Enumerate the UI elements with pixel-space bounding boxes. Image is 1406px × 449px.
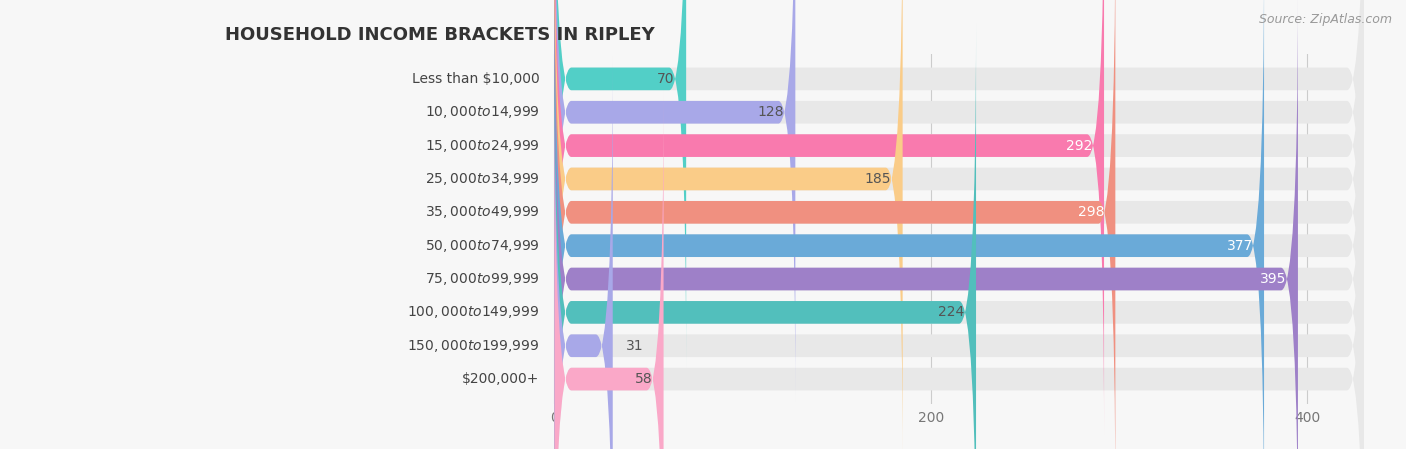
FancyBboxPatch shape bbox=[554, 57, 1364, 449]
Text: $15,000 to $24,999: $15,000 to $24,999 bbox=[425, 137, 540, 154]
FancyBboxPatch shape bbox=[554, 0, 1298, 449]
Text: 58: 58 bbox=[634, 372, 652, 386]
Text: 395: 395 bbox=[1260, 272, 1286, 286]
FancyBboxPatch shape bbox=[554, 23, 976, 449]
FancyBboxPatch shape bbox=[554, 0, 1364, 449]
Text: 70: 70 bbox=[658, 72, 675, 86]
FancyBboxPatch shape bbox=[554, 0, 686, 368]
FancyBboxPatch shape bbox=[554, 90, 1364, 449]
Text: 224: 224 bbox=[938, 305, 965, 319]
Text: $200,000+: $200,000+ bbox=[463, 372, 540, 386]
FancyBboxPatch shape bbox=[554, 0, 1364, 368]
FancyBboxPatch shape bbox=[554, 0, 1364, 401]
FancyBboxPatch shape bbox=[554, 23, 1364, 449]
FancyBboxPatch shape bbox=[554, 57, 613, 449]
FancyBboxPatch shape bbox=[554, 0, 1364, 449]
FancyBboxPatch shape bbox=[554, 0, 1264, 449]
FancyBboxPatch shape bbox=[554, 0, 903, 449]
Text: $100,000 to $149,999: $100,000 to $149,999 bbox=[406, 304, 540, 321]
Text: $10,000 to $14,999: $10,000 to $14,999 bbox=[425, 104, 540, 120]
Text: $50,000 to $74,999: $50,000 to $74,999 bbox=[425, 238, 540, 254]
FancyBboxPatch shape bbox=[554, 0, 796, 401]
FancyBboxPatch shape bbox=[554, 0, 1364, 449]
FancyBboxPatch shape bbox=[554, 0, 1364, 435]
Text: 128: 128 bbox=[758, 105, 785, 119]
Text: $75,000 to $99,999: $75,000 to $99,999 bbox=[425, 271, 540, 287]
Text: 292: 292 bbox=[1066, 139, 1092, 153]
Text: 298: 298 bbox=[1077, 205, 1104, 219]
FancyBboxPatch shape bbox=[554, 0, 1115, 449]
Text: $25,000 to $34,999: $25,000 to $34,999 bbox=[425, 171, 540, 187]
Text: 185: 185 bbox=[865, 172, 891, 186]
Text: Less than $10,000: Less than $10,000 bbox=[412, 72, 540, 86]
Text: Source: ZipAtlas.com: Source: ZipAtlas.com bbox=[1258, 13, 1392, 26]
FancyBboxPatch shape bbox=[554, 0, 1364, 449]
Text: $150,000 to $199,999: $150,000 to $199,999 bbox=[406, 338, 540, 354]
FancyBboxPatch shape bbox=[554, 0, 1104, 435]
FancyBboxPatch shape bbox=[554, 90, 664, 449]
Text: 377: 377 bbox=[1226, 239, 1253, 253]
Text: 31: 31 bbox=[626, 339, 644, 353]
Text: $35,000 to $49,999: $35,000 to $49,999 bbox=[425, 204, 540, 220]
Text: HOUSEHOLD INCOME BRACKETS IN RIPLEY: HOUSEHOLD INCOME BRACKETS IN RIPLEY bbox=[225, 26, 655, 44]
